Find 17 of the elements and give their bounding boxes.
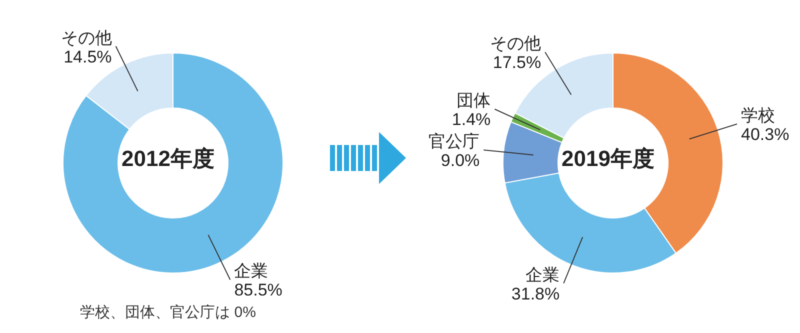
data-label: 85.5% (234, 280, 282, 300)
data-label: 40.3% (741, 124, 790, 144)
slice-label: その他 (60, 28, 112, 48)
data-label: 1.4% (452, 110, 491, 130)
text: 2012年度 (122, 146, 214, 171)
data-label: 31.8% (511, 284, 560, 304)
data-label: 9.0% (440, 150, 480, 170)
slice-label: その他 (490, 34, 542, 54)
slice-label: 団体 (456, 91, 491, 110)
slice-label: 学校 (741, 106, 776, 125)
text: 2019年度 (562, 146, 654, 171)
slice-label: 官公庁 (428, 132, 480, 151)
text: 学校、団体、官公庁は 0% (80, 304, 256, 321)
slice-label: 企業 (526, 265, 560, 284)
data-label: 14.5% (64, 47, 112, 66)
data-label: 17.5% (492, 53, 542, 72)
slice-label: 企業 (234, 262, 268, 281)
